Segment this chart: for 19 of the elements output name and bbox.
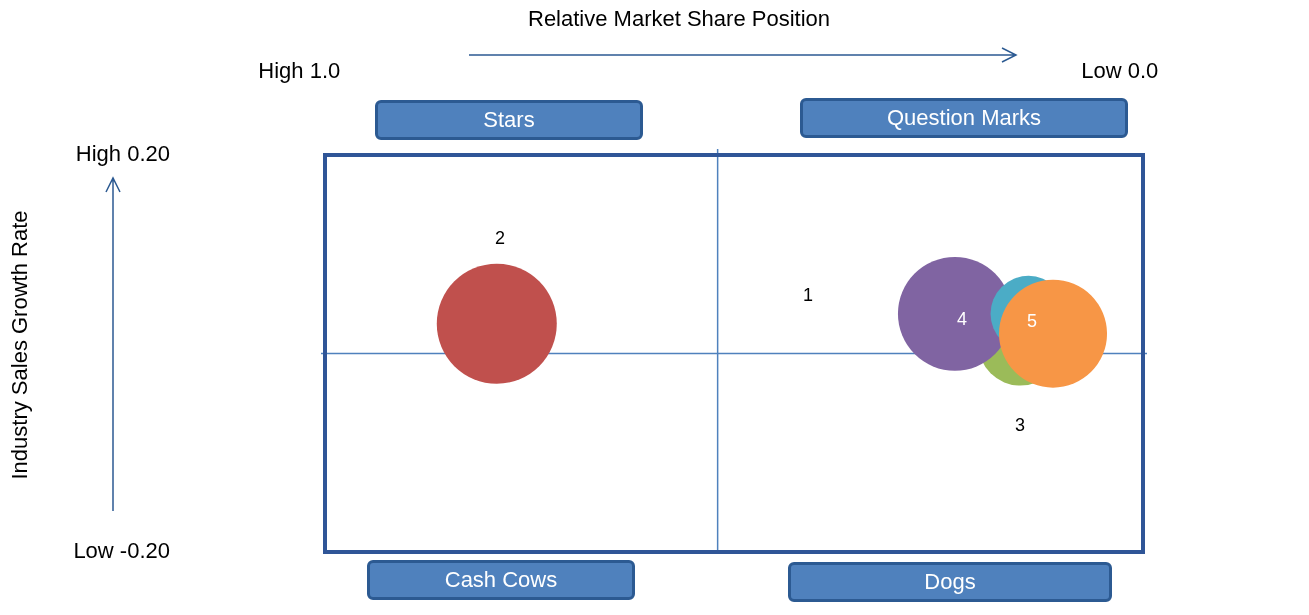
annotation: 3	[1014, 414, 1026, 435]
x-tick-label: 0.0	[1127, 57, 1159, 83]
text: Low	[1081, 57, 1122, 83]
annotation: 4	[956, 308, 968, 329]
annotation: 2	[494, 227, 506, 248]
annotation: 1	[802, 284, 814, 305]
text: High	[75, 141, 122, 167]
text: Dogs	[788, 562, 1112, 602]
text: Stars	[375, 100, 643, 140]
text: Question Marks	[800, 98, 1128, 138]
y-tick-label: 0.20	[127, 141, 170, 167]
y-axis-title: Industry Sales Growth Rate	[7, 210, 33, 480]
annotation: 5	[1026, 310, 1038, 331]
text: Low	[73, 538, 114, 564]
y-tick-label: -0.20	[119, 538, 170, 564]
text: Cash Cows	[367, 560, 635, 600]
x-axis-title: Relative Market Share Position	[528, 6, 831, 32]
text: High	[258, 57, 304, 83]
x-tick-label: 1.0	[309, 57, 341, 83]
